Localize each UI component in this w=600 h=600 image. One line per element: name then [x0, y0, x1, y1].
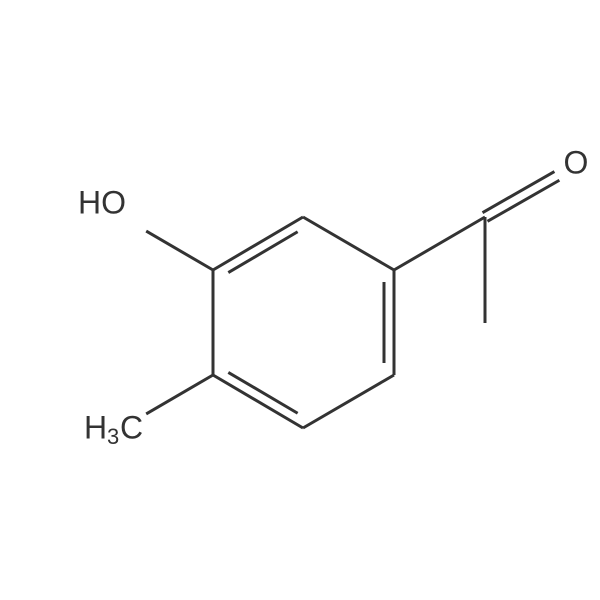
bond — [394, 217, 485, 270]
bond — [146, 231, 213, 270]
bond — [213, 217, 303, 270]
bond — [303, 217, 394, 270]
bond — [228, 232, 297, 273]
bond — [483, 172, 555, 213]
bond — [303, 375, 394, 428]
atom-label: O — [564, 144, 589, 180]
atom-label: HO — [78, 184, 126, 220]
bond — [487, 180, 559, 221]
atom-label: H — [84, 409, 107, 445]
bond — [213, 375, 303, 428]
bond — [146, 375, 213, 414]
bond — [228, 372, 297, 413]
molecule-diagram: HO O H3C — [0, 0, 600, 600]
atom-label: 3 — [107, 424, 119, 449]
atom-label: C — [120, 409, 143, 445]
